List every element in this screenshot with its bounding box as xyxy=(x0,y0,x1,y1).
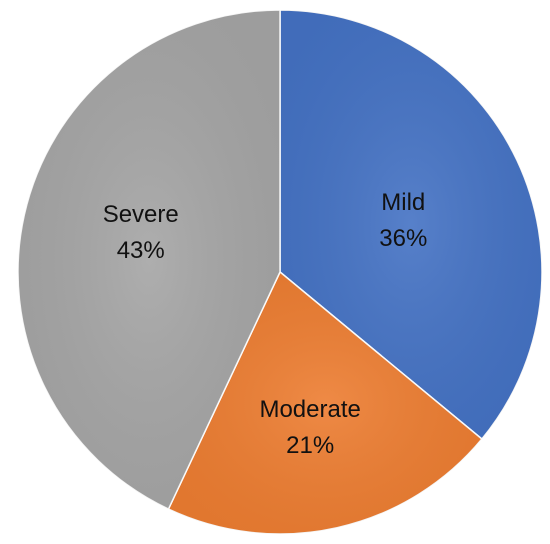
pie-labels: Mild 36% Moderate 21% Severe 43% xyxy=(103,189,428,459)
pie-slice-shade-severe xyxy=(18,10,281,510)
slice-category-label-mild: Mild xyxy=(381,189,425,216)
pie-slice-shade-mild xyxy=(280,10,542,440)
pie-slice-shade-moderate xyxy=(168,272,482,535)
slice-value-label-mild: 36% xyxy=(379,225,427,252)
slice-value-label-severe: 43% xyxy=(117,237,165,264)
slice-category-label-severe: Severe xyxy=(103,201,179,228)
slice-value-label-moderate: 21% xyxy=(286,432,334,459)
pie-slices xyxy=(17,9,543,535)
slice-category-label-moderate: Moderate xyxy=(259,396,360,423)
